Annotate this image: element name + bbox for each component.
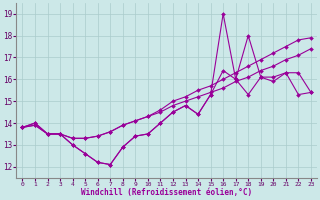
X-axis label: Windchill (Refroidissement éolien,°C): Windchill (Refroidissement éolien,°C) <box>81 188 252 197</box>
